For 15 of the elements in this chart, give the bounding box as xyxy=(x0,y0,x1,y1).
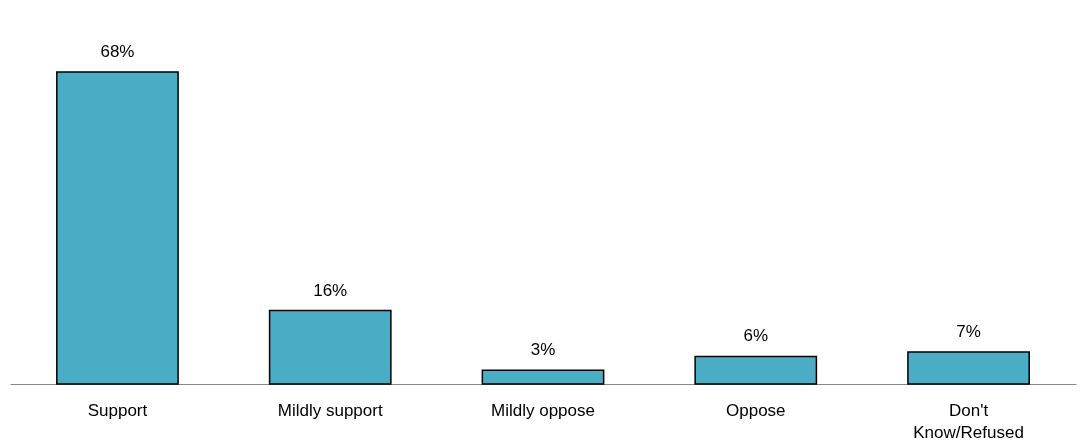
bar xyxy=(694,355,818,385)
x-tick-label: Don't Know/Refused xyxy=(913,400,1024,442)
data-label: 7% xyxy=(956,321,981,341)
x-tick-label: Mildly support xyxy=(277,400,383,420)
bar xyxy=(268,309,392,385)
x-tick-label: Mildly oppose xyxy=(491,400,595,420)
bar xyxy=(56,71,179,385)
data-label: 6% xyxy=(743,326,769,346)
x-tick-label: Oppose xyxy=(726,400,786,420)
data-label: 68% xyxy=(100,42,135,61)
bar xyxy=(907,351,1030,385)
x-tick-label: Support xyxy=(87,400,148,420)
data-label: 3% xyxy=(530,340,556,360)
data-label: 16% xyxy=(313,280,348,300)
bar xyxy=(481,369,605,385)
